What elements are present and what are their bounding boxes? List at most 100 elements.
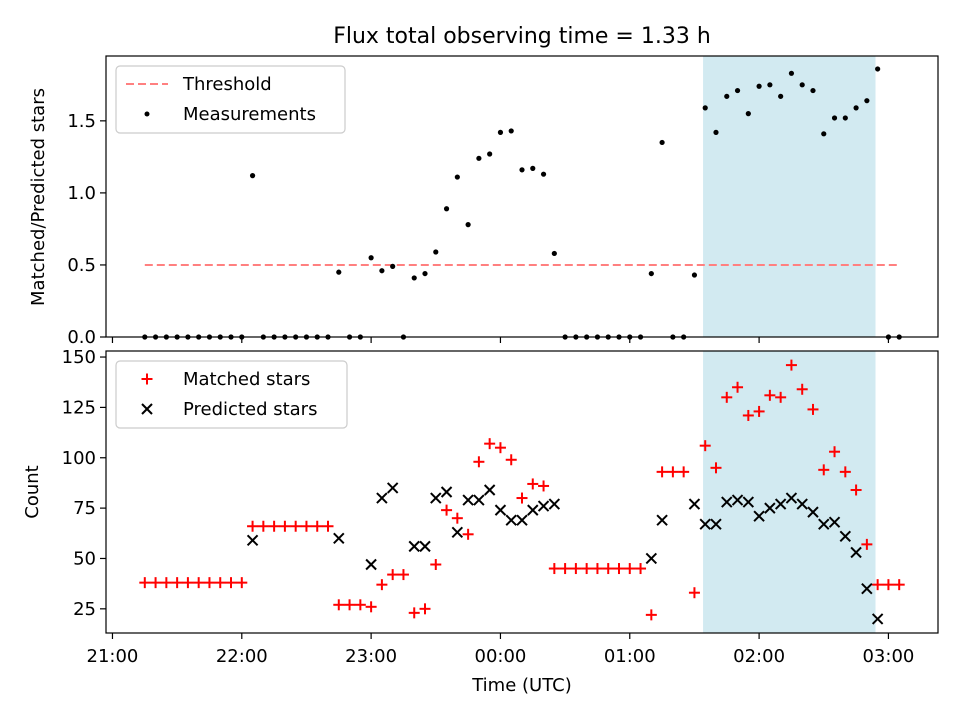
predicted-star-point: [483, 484, 496, 496]
ratio-legend-box: [115, 65, 346, 134]
matched-star-point: [624, 563, 636, 575]
matched-star-point: [710, 462, 722, 474]
matched-star-point: [699, 440, 711, 452]
matched-star-point: [882, 579, 894, 591]
predicted-star-point: [753, 510, 765, 522]
matched-star-point: [160, 577, 172, 589]
count-y-axis-label: Count: [22, 465, 43, 518]
matched-star-point: [656, 466, 668, 478]
measurement-point: [788, 70, 795, 76]
y-tick-label: 0.0: [67, 327, 96, 348]
measurement-point: [519, 167, 525, 173]
matched-star-point: [300, 520, 312, 532]
highlight-band: [703, 56, 876, 337]
matched-star-point: [775, 391, 787, 403]
legend-plus-marker: [141, 373, 153, 385]
legend-predicted-label: Predicted stars: [183, 399, 317, 420]
measurement-point: [702, 105, 708, 111]
matched-star-point: [279, 520, 291, 532]
matched-star-point: [214, 577, 226, 589]
predicted-star-point: [839, 530, 852, 543]
predicted-star-point: [473, 494, 485, 506]
matched-star-point: [225, 577, 237, 589]
matched-star-point: [753, 405, 765, 417]
matched-star-point: [182, 577, 194, 589]
matched-star-point: [613, 563, 625, 575]
matched-star-point: [818, 464, 830, 476]
matched-star-point: [667, 466, 679, 478]
measurement-point: [465, 222, 471, 228]
legend-matched-swatch: [141, 373, 153, 385]
y-tick-label: 100: [62, 448, 96, 469]
legend-predicted-swatch: [141, 403, 153, 415]
measurement-point: [476, 155, 482, 161]
predicted-star-point: [548, 498, 561, 510]
predicted-star-point: [699, 518, 711, 530]
measurement-point: [249, 173, 256, 179]
matched-star-point: [872, 579, 884, 591]
measurement-point: [842, 115, 848, 121]
count-highlight-band: [703, 351, 876, 633]
y-tick-label: 0.5: [67, 255, 96, 276]
predicted-star-point: [861, 582, 873, 595]
matched-star-point: [688, 587, 700, 599]
y-tick-label: 50: [73, 548, 96, 569]
matched-star-point: [139, 577, 151, 589]
matched-star-point: [591, 563, 603, 575]
measurement-point: [443, 206, 450, 212]
count-x-ticks: 21:00 22:00 23:00 00:00 01:00 02:00 03:00: [87, 633, 914, 667]
matched-star-point: [236, 577, 248, 589]
y-tick-label: 125: [62, 397, 96, 418]
measurement-point: [864, 98, 870, 104]
predicted-star-point: [645, 552, 658, 565]
y-tick-label: 1.5: [67, 111, 96, 132]
matched-star-point: [408, 607, 420, 619]
ratio-highlight-band: [703, 56, 876, 337]
matched-star-point: [451, 512, 463, 524]
measurement-point: [853, 105, 859, 111]
count-legend: Matched stars Predicted stars: [115, 360, 348, 429]
predicted-star-point: [656, 514, 668, 526]
matched-star-point: [441, 504, 453, 516]
measurement-point: [810, 87, 816, 94]
matched-star-point: [764, 389, 776, 401]
matched-star-point: [538, 480, 550, 492]
predicted-star-point: [710, 518, 722, 530]
measurement-point: [691, 272, 698, 278]
measurement-point: [767, 82, 773, 88]
chart-title: Flux total observing time = 1.33 h: [333, 24, 711, 49]
predicted-stars-points: [246, 482, 884, 625]
measurement-point: [659, 139, 665, 146]
x-tick-label: 21:00: [87, 646, 139, 667]
measurement-point: [540, 171, 547, 177]
measurement-point: [497, 129, 504, 135]
matched-star-point: [861, 538, 873, 550]
measurement-point: [745, 111, 751, 117]
matched-star-point: [516, 492, 528, 504]
x-tick-label: 22:00: [216, 646, 268, 667]
predicted-star-point: [386, 482, 399, 494]
matched-star-point: [742, 409, 754, 421]
measurement-point: [530, 165, 536, 171]
matched-star-point: [322, 520, 334, 532]
predicted-star-point: [688, 498, 701, 510]
legend-x-marker: [141, 403, 153, 415]
matched-star-point: [333, 599, 345, 611]
matched-star-point: [311, 520, 323, 532]
matched-star-point: [796, 383, 808, 395]
matched-star-point: [829, 446, 841, 458]
matched-star-point: [354, 599, 366, 611]
measurement-point: [648, 270, 654, 277]
matched-star-point: [193, 577, 205, 589]
matched-star-point: [602, 563, 614, 575]
matched-star-point: [581, 563, 593, 575]
predicted-star-point: [818, 518, 830, 530]
predicted-star-point: [516, 514, 528, 526]
matched-star-point: [505, 454, 517, 466]
measurement-point: [831, 115, 838, 121]
predicted-star-point: [451, 526, 464, 538]
x-axis-label: Time (UTC): [471, 675, 572, 696]
measurement-point: [713, 129, 719, 135]
matched-star-point: [807, 403, 819, 415]
